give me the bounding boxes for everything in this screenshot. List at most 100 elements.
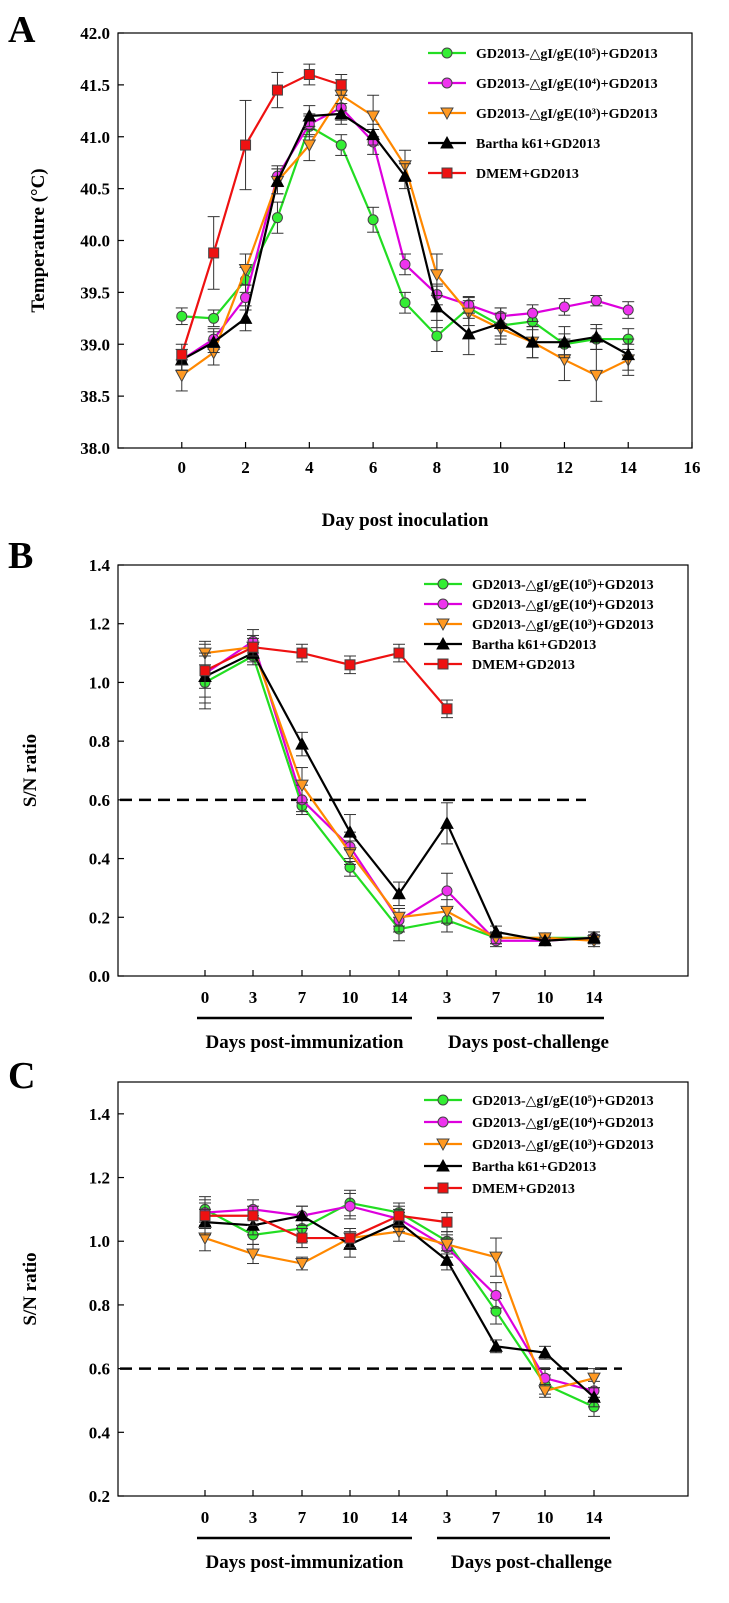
legend-label: GD2013-△gI/gE(10⁵)+GD2013 bbox=[472, 1094, 654, 1109]
legend-marker bbox=[437, 658, 449, 670]
data-point bbox=[366, 127, 380, 141]
y-tick-label: 42.0 bbox=[80, 24, 110, 43]
data-point bbox=[366, 110, 380, 124]
data-point bbox=[238, 311, 253, 324]
y-tick-label: 39.5 bbox=[80, 283, 110, 302]
data-point bbox=[589, 329, 604, 343]
group-label-immunization: Days post-immunization bbox=[206, 1032, 404, 1053]
legend-marker bbox=[437, 1116, 449, 1128]
data-point bbox=[493, 316, 508, 329]
legend-label: DMEM+GD2013 bbox=[476, 167, 579, 182]
legend-marker bbox=[437, 598, 449, 610]
data-point bbox=[271, 212, 283, 224]
x-tick-label: 10 bbox=[492, 458, 509, 477]
legend-label: GD2013-△gI/gE(10⁴)+GD2013 bbox=[472, 1116, 654, 1131]
x-tick-label: 7 bbox=[492, 988, 501, 1007]
data-point bbox=[538, 1345, 552, 1359]
data-point bbox=[367, 214, 379, 226]
data-point bbox=[295, 779, 309, 793]
data-point bbox=[525, 335, 540, 348]
y-axis-title: Temperature (°C) bbox=[28, 168, 49, 312]
y-tick-label: 41.0 bbox=[80, 128, 110, 147]
data-point bbox=[295, 737, 309, 750]
y-axis-title: S/N ratio bbox=[20, 1252, 41, 1325]
series-4 bbox=[198, 643, 601, 947]
x-tick-label: 10 bbox=[537, 1508, 554, 1527]
data-point bbox=[343, 825, 357, 838]
plot-frame bbox=[117, 1081, 689, 1497]
y-tick-label: 0.6 bbox=[89, 791, 110, 810]
data-point bbox=[461, 326, 476, 340]
legend-label: Bartha k61+GD2013 bbox=[472, 638, 596, 653]
data-point bbox=[344, 1200, 356, 1212]
data-point bbox=[538, 1385, 552, 1398]
plot-frame bbox=[117, 32, 693, 449]
data-point bbox=[587, 1372, 601, 1386]
group-label-challenge: Days post-challenge bbox=[451, 1552, 612, 1573]
data-point bbox=[441, 885, 453, 897]
data-point bbox=[621, 347, 636, 361]
y-tick-label: 1.0 bbox=[89, 673, 110, 692]
data-point bbox=[174, 369, 189, 383]
x-tick-label: 8 bbox=[433, 458, 442, 477]
y-tick-label: 41.5 bbox=[80, 76, 110, 95]
x-tick-label: 3 bbox=[249, 988, 258, 1007]
data-point bbox=[393, 647, 405, 659]
y-tick-label: 1.4 bbox=[89, 556, 111, 575]
data-point bbox=[589, 369, 604, 383]
chart-panel-c: C 0.2 0.4 0.6 0.8 1.0 1.2 1.4 S/N ratio 0 3 7 10 14 3 7… bbox=[8, 1055, 689, 1573]
x-tick-label: 7 bbox=[298, 988, 307, 1007]
data-point bbox=[393, 1210, 405, 1222]
data-point bbox=[441, 703, 453, 715]
legend-marker bbox=[441, 47, 453, 59]
x-tick-label: 3 bbox=[443, 1508, 452, 1527]
data-point bbox=[440, 905, 454, 919]
data-point bbox=[240, 139, 252, 151]
data-point bbox=[295, 1258, 309, 1271]
x-tick-label: 10 bbox=[537, 988, 554, 1007]
legend-marker bbox=[436, 618, 450, 632]
data-point bbox=[176, 349, 188, 361]
x-tick-label: 14 bbox=[586, 1508, 604, 1527]
data-point bbox=[208, 312, 220, 324]
data-point bbox=[247, 641, 259, 653]
data-point bbox=[538, 933, 552, 947]
data-point bbox=[527, 307, 539, 319]
x-tick-label: 14 bbox=[586, 988, 604, 1007]
y-tick-label: 40.0 bbox=[80, 232, 110, 251]
y-tick-label: 38.0 bbox=[80, 439, 110, 458]
x-tick-label: 10 bbox=[342, 1508, 359, 1527]
data-point bbox=[441, 1216, 453, 1228]
x-tick-label: 16 bbox=[684, 458, 701, 477]
data-point bbox=[399, 258, 411, 270]
data-point bbox=[296, 647, 308, 659]
y-tick-label: 1.0 bbox=[89, 1232, 110, 1251]
data-point bbox=[199, 665, 211, 677]
x-tick-label: 12 bbox=[556, 458, 573, 477]
series-5 bbox=[199, 637, 453, 719]
data-point bbox=[270, 174, 285, 187]
x-tick-label: 0 bbox=[201, 988, 210, 1007]
legend-marker bbox=[437, 1182, 449, 1194]
data-point bbox=[557, 335, 572, 348]
group-label-immunization: Days post-immunization bbox=[206, 1552, 404, 1573]
data-point bbox=[440, 816, 454, 829]
legend-marker bbox=[436, 1158, 450, 1172]
x-tick-label: 0 bbox=[201, 1508, 210, 1527]
data-point bbox=[399, 297, 411, 309]
x-tick-label: 7 bbox=[298, 1508, 307, 1527]
series-5 bbox=[175, 63, 348, 366]
legend-label: GD2013-△gI/gE(10³)+GD2013 bbox=[476, 107, 658, 122]
x-tick-label: 0 bbox=[178, 458, 187, 477]
data-point bbox=[489, 1251, 503, 1265]
data-point bbox=[271, 84, 283, 96]
data-point bbox=[440, 1253, 454, 1266]
legend-marker bbox=[436, 1138, 450, 1152]
y-tick-label: 1.2 bbox=[89, 615, 110, 634]
data-point bbox=[430, 299, 444, 313]
data-point bbox=[247, 1210, 259, 1222]
legend-marker bbox=[441, 77, 453, 89]
y-tick-label: 0.4 bbox=[89, 850, 111, 869]
group-label-challenge: Days post-challenge bbox=[448, 1032, 609, 1053]
